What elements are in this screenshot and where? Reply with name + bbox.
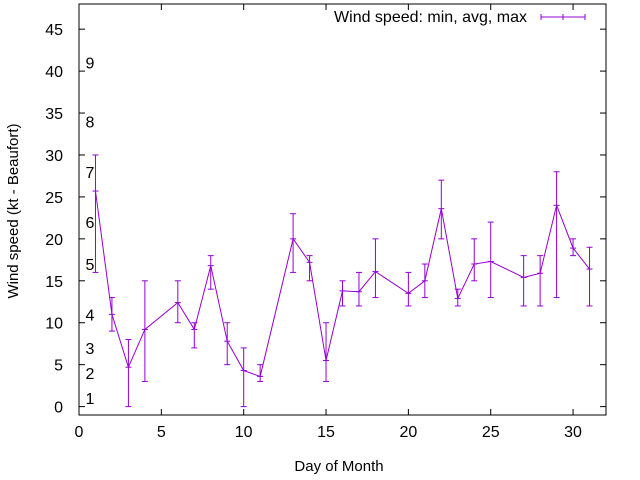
x-axis-label: Day of Month [294,458,383,475]
plot-area [78,3,607,416]
beaufort-label: 6 [86,215,95,232]
y-tick-label: 20 [45,232,63,249]
beaufort-label: 2 [86,366,95,383]
x-tick-label: 0 [75,424,84,441]
x-tick-label: 15 [317,424,335,441]
data-series [92,154,593,408]
y-tick-label: 0 [54,400,63,417]
y-tick-label: 15 [45,274,63,291]
x-tick-label: 10 [235,424,253,441]
beaufort-label: 7 [86,165,95,182]
beaufort-label: 5 [86,257,95,274]
x-tick-label: 20 [399,424,417,441]
legend: Wind speed: min, avg, max [334,9,586,26]
beaufort-scale: 1 2 3 4 5 6 7 8 9 [86,56,95,409]
beaufort-label: 8 [86,114,95,131]
legend-entry-label: Wind speed: min, avg, max [334,9,527,26]
y-tick-label: 40 [45,64,63,81]
beaufort-label: 1 [86,391,95,408]
beaufort-label: 4 [86,307,95,324]
beaufort-label: 3 [86,341,95,358]
y-axis-label: Wind speed (kt - Beaufort) [5,123,22,298]
y-tick-label: 45 [45,22,63,39]
x-tick-label: 5 [157,424,166,441]
y-tick-label: 30 [45,148,63,165]
plot-frame [78,3,607,416]
y-tick-label: 25 [45,190,63,207]
x-tick-label: 25 [482,424,500,441]
beaufort-label: 9 [86,56,95,73]
y-tick-label: 5 [54,358,63,375]
y-tick-label: 35 [45,106,63,123]
x-tick-label: 30 [564,424,582,441]
y-tick-label: 10 [45,316,63,333]
